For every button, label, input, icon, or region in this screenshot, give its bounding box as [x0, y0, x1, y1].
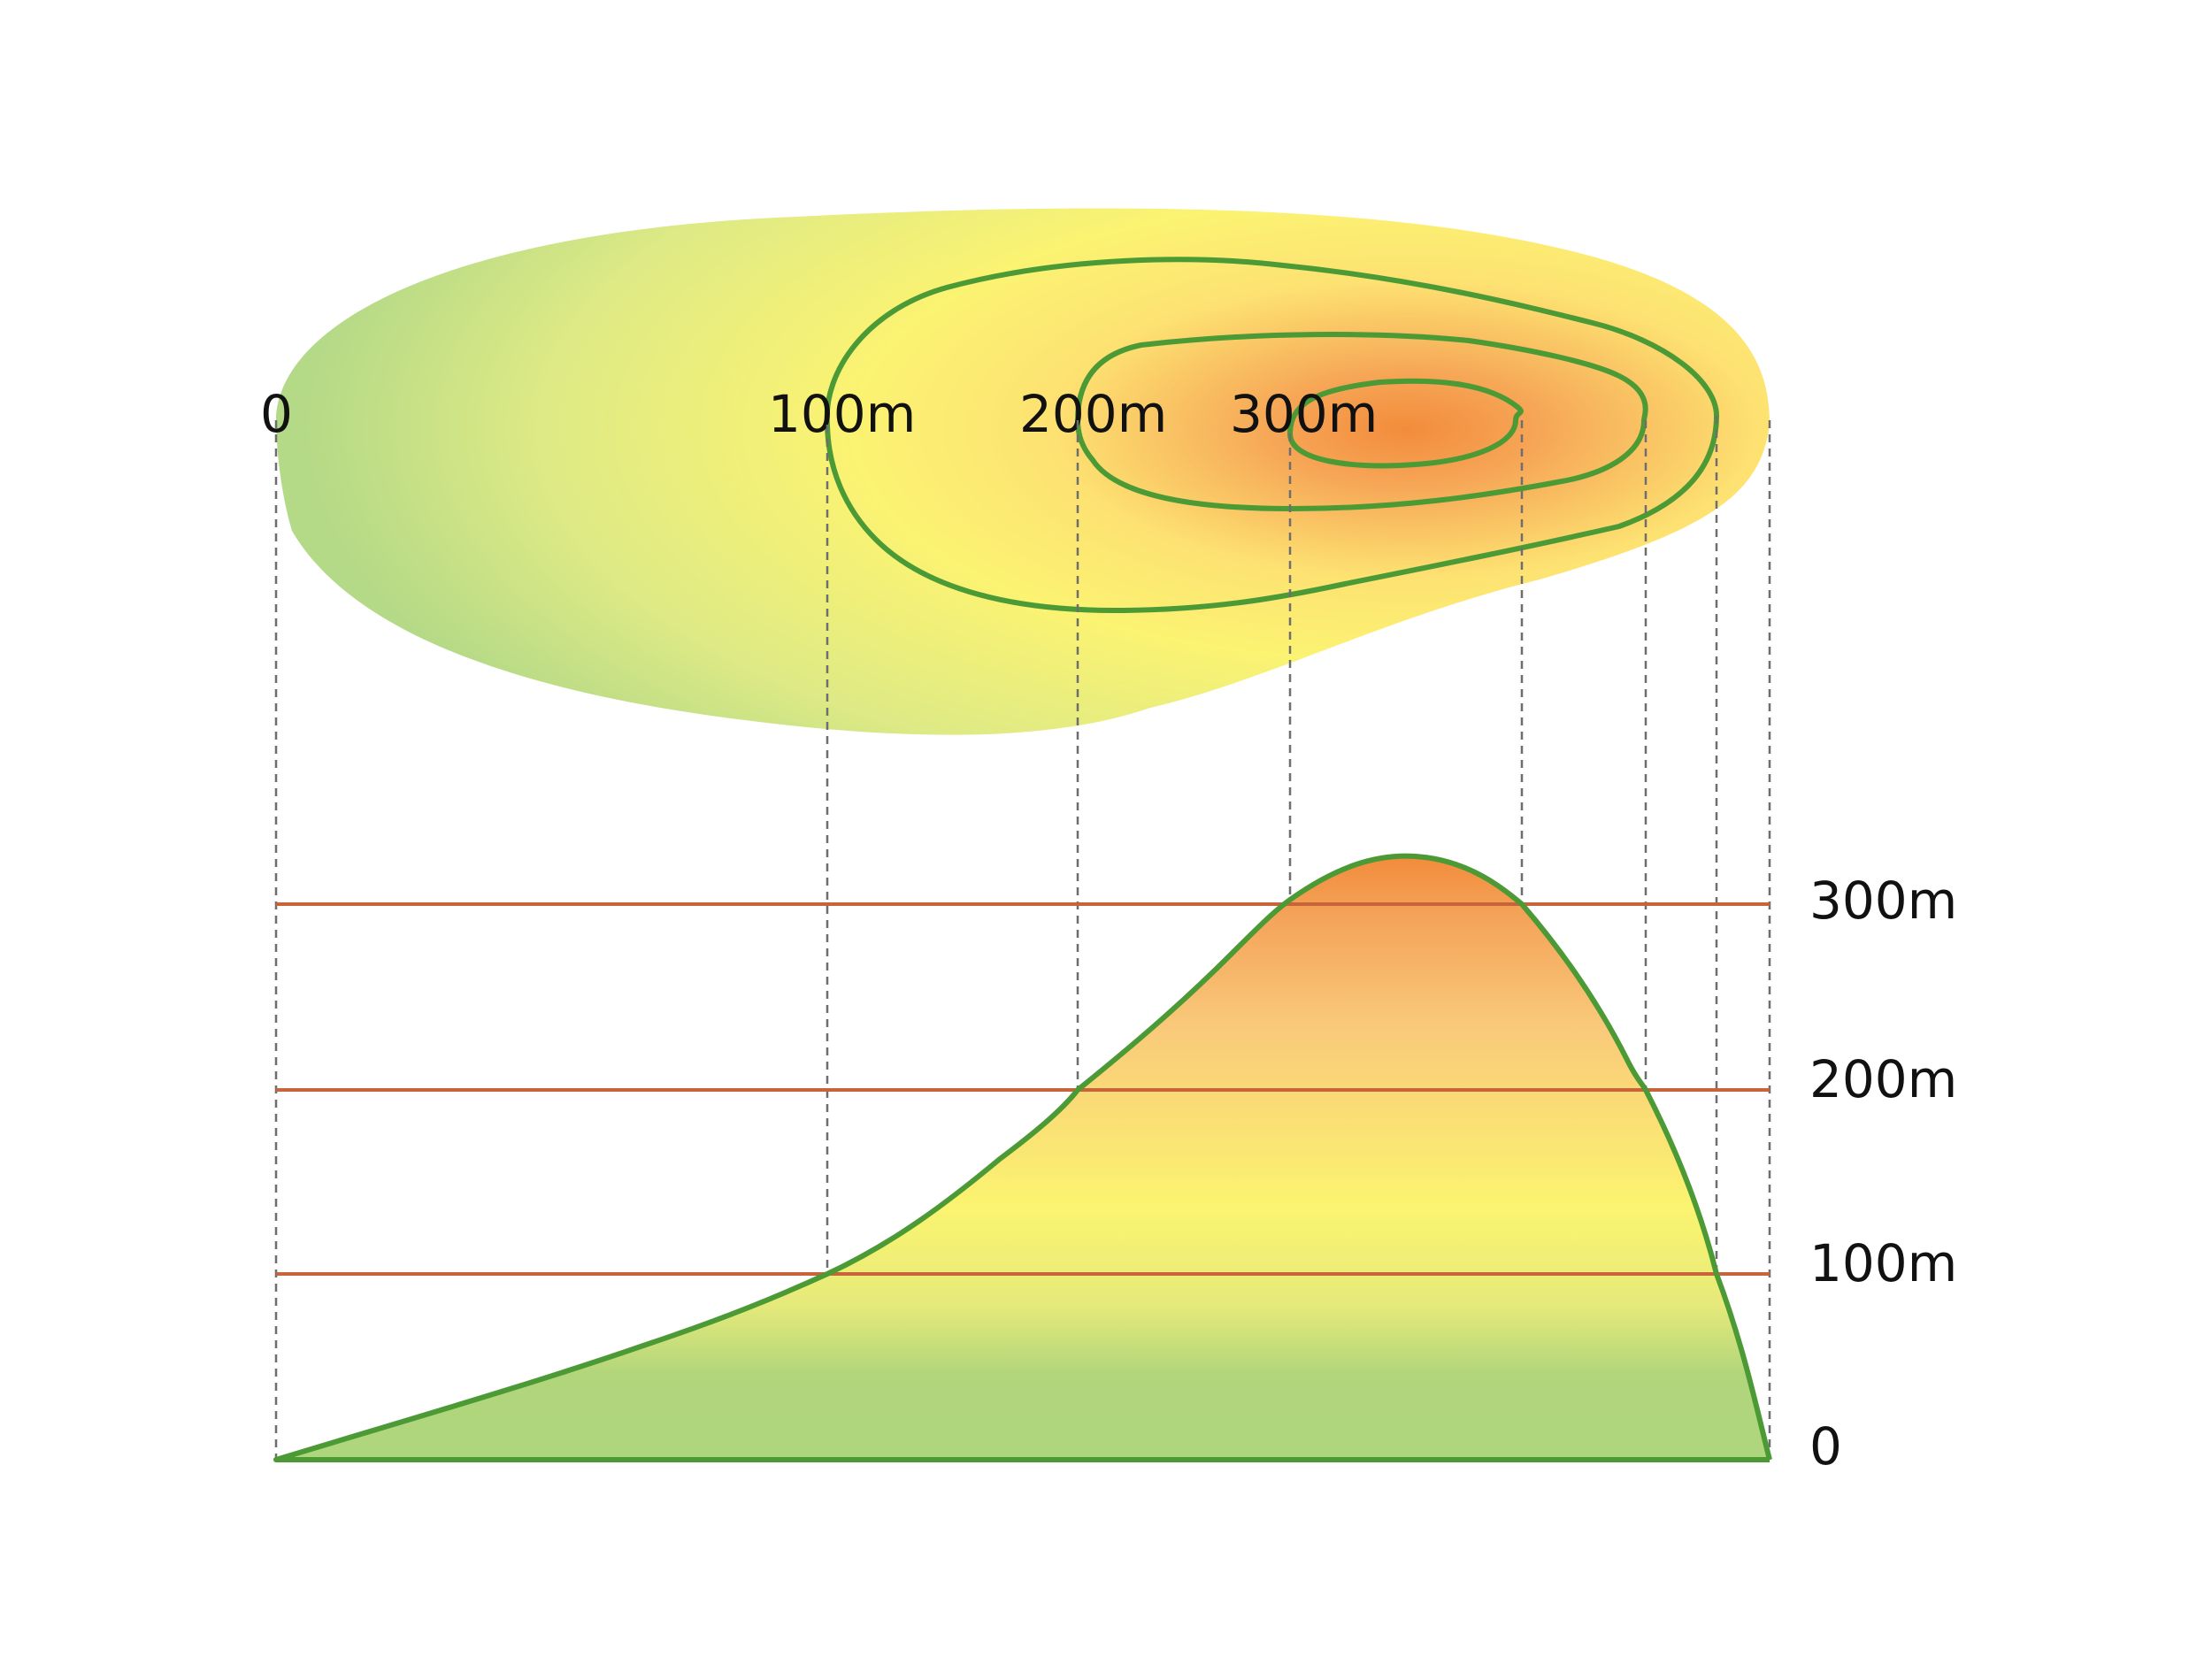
- profile-label-300m: 300m: [1809, 871, 1957, 931]
- plan-label-100m: 100m: [768, 384, 916, 444]
- projection-guides: [274, 416, 1771, 1460]
- profile-label-200m: 200m: [1809, 1049, 1957, 1109]
- contour-100m: [824, 257, 1719, 613]
- profile-outline: [273, 853, 1772, 1462]
- profile-label-0: 0: [1809, 1416, 1842, 1477]
- contour-200m: [1075, 332, 1648, 511]
- contour-300m: [1287, 378, 1524, 469]
- plan-label-200m: 200m: [1019, 384, 1167, 444]
- plan-label-300m: 300m: [1230, 384, 1378, 444]
- island-shape: [276, 208, 1770, 735]
- profile-label-100m: 100m: [1809, 1233, 1957, 1293]
- profile-view: 300m 200m 100m 0: [273, 853, 1957, 1477]
- profile-fill: [276, 855, 1770, 1460]
- plan-label-0: 0: [260, 384, 293, 444]
- plan-view: 0 100m 200m 300m: [260, 208, 1770, 735]
